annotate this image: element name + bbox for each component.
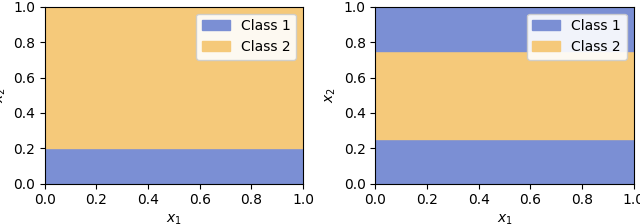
Legend: Class 1, Class 2: Class 1, Class 2	[527, 14, 627, 60]
Bar	[45, 148, 303, 184]
Bar	[375, 51, 634, 139]
Bar	[375, 7, 634, 51]
Bar	[375, 139, 634, 184]
Y-axis label: $x_2$: $x_2$	[0, 87, 8, 103]
Y-axis label: $x_2$: $x_2$	[324, 87, 338, 103]
X-axis label: $x_1$: $x_1$	[166, 213, 182, 224]
Legend: Class 1, Class 2: Class 1, Class 2	[196, 14, 296, 60]
Bar	[45, 7, 303, 148]
X-axis label: $x_1$: $x_1$	[497, 213, 513, 224]
